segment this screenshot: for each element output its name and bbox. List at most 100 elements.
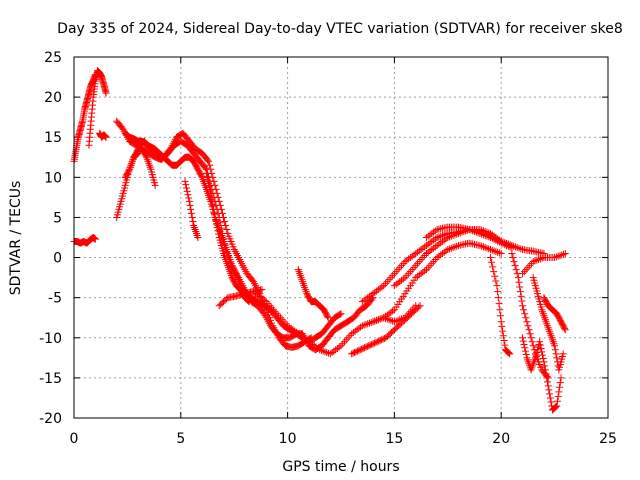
data-point [301,335,309,343]
data-point [554,393,562,401]
data-point [184,191,192,199]
data-point [396,278,404,286]
data-point [426,231,434,239]
data-point [478,230,486,238]
data-point [333,344,341,352]
data-point [362,343,370,351]
data-point [211,181,219,189]
data-point [364,320,372,328]
series-sat-Q [369,239,505,326]
data-point [348,350,356,358]
data-point [558,251,566,259]
data-point [207,165,215,173]
data-point [185,194,193,202]
data-point [516,288,524,296]
data-point [489,263,497,271]
data-point [485,245,493,253]
data-point [419,244,427,252]
data-point [483,244,491,252]
data-point [102,133,110,141]
data-point [552,350,560,358]
data-point [294,330,302,338]
data-point [529,342,537,350]
data-point [207,193,215,201]
data-point [305,338,313,346]
data-point [415,271,423,279]
data-point [359,344,367,352]
data-point [401,258,409,266]
data-point [317,346,325,354]
data-point [314,344,322,352]
data-point [444,246,452,254]
data-point [503,242,511,250]
data-point [390,282,398,290]
data-point [410,251,418,259]
data-point [324,314,332,322]
data-point [358,345,366,353]
data-point [531,257,539,265]
data-point [285,323,293,331]
data-point [467,226,475,234]
data-point [408,252,416,260]
data-point [336,310,344,318]
data-point [364,294,372,302]
data-point [335,343,343,351]
data-point [357,323,365,331]
data-point [362,295,370,303]
data-point [204,176,212,184]
data-point [552,403,560,411]
data-point [451,231,459,239]
data-point [520,340,528,348]
data-point [428,238,436,246]
data-point [380,314,388,322]
data-point [546,394,554,402]
data-point [414,248,422,256]
data-point [379,335,387,343]
data-point [541,362,549,370]
data-point [222,295,230,303]
data-point [387,308,395,316]
data-point [351,327,359,335]
data-point [182,184,190,192]
data-point [435,233,443,241]
data-point [319,347,327,355]
data-point [538,351,546,359]
data-point [348,330,356,338]
data-point [504,242,512,250]
data-point [382,312,389,320]
data-point [494,237,502,245]
series-sat-L [215,286,266,310]
data-point [421,267,429,275]
data-point [360,321,368,329]
data-point [394,279,402,287]
data-point [416,302,424,310]
data-point [424,248,432,256]
data-point [490,235,498,243]
data-point [552,253,560,261]
data-point [205,179,213,187]
data-point [516,283,524,291]
data-point [417,270,425,278]
data-point [499,332,507,340]
data-point [378,314,386,322]
data-point [374,286,382,294]
data-point [430,228,438,236]
data-point [501,341,509,349]
series-sat-C [85,67,110,149]
data-point [438,231,446,239]
data-point [298,332,306,340]
data-point [536,338,544,346]
data-point [287,324,295,332]
data-point [373,287,381,295]
data-point [360,344,368,352]
series-sat-B [70,234,99,247]
data-point [421,243,429,251]
x-tick-label: 25 [599,431,617,447]
data-point [447,244,455,252]
data-point [430,244,438,252]
data-point [492,277,500,285]
data-point [102,89,110,97]
data-point [181,177,189,185]
series-sat-T [487,254,514,358]
data-point [415,303,423,311]
